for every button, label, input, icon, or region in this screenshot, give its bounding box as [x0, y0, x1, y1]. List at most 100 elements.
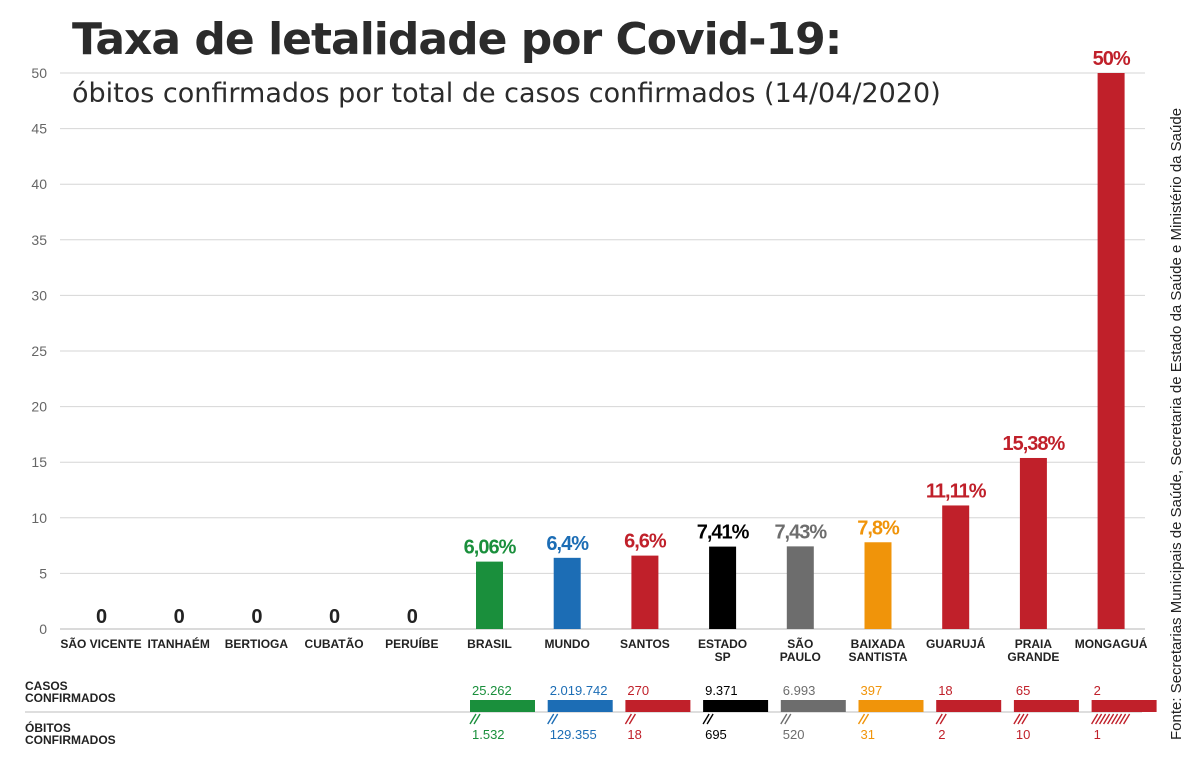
hatch-line: [857, 713, 866, 725]
hatch-line: [1118, 713, 1127, 725]
casos-strip: [625, 700, 691, 712]
hatch-line: [628, 713, 637, 725]
value-label: 15,38%: [1002, 433, 1065, 455]
value-label: 0: [329, 606, 340, 628]
hatch-line: [1094, 713, 1103, 725]
hatch-line: [473, 713, 481, 725]
obitos-value: 1: [1094, 727, 1101, 742]
casos-value: 9.371: [705, 683, 738, 698]
hatch-line: [1098, 713, 1107, 725]
hatch-line: [861, 713, 870, 725]
casos-strip: [547, 700, 613, 712]
category-label: BRASIL: [467, 637, 512, 651]
obitos-value: 18: [627, 727, 641, 742]
bar: [553, 557, 581, 629]
y-tick-label: 35: [31, 232, 47, 248]
category-label: SANTOS: [620, 637, 670, 651]
hatch-line: [1122, 713, 1131, 725]
casos-strip: [470, 700, 535, 712]
value-label: 6,6%: [624, 531, 667, 553]
obitos-row-label: ÓBITOS: [25, 720, 71, 735]
category-label: BERTIOGA: [225, 637, 289, 651]
obitos-value: 1.532: [472, 727, 505, 742]
casos-strip: [1013, 700, 1079, 712]
value-label: 0: [407, 606, 418, 628]
chart-subtitle: óbitos confirmados por total de casos co…: [72, 78, 941, 109]
value-label: 0: [96, 606, 107, 628]
obitos-value: 520: [783, 727, 805, 742]
hatch-line: [706, 713, 714, 725]
y-tick-label: 50: [31, 65, 47, 81]
casos-value: 65: [1016, 683, 1030, 698]
category-label: CUBATÃO: [305, 636, 364, 651]
casos-value: 18: [938, 683, 952, 698]
category-label: SÃO VICENTE: [60, 636, 141, 651]
obitos-hatch: [624, 713, 637, 725]
hatch-line: [1102, 713, 1111, 725]
value-label: 6,06%: [464, 537, 517, 559]
hatch-line: [547, 713, 555, 725]
hatch-line: [1090, 713, 1099, 725]
value-label: 11,11%: [926, 480, 987, 502]
casos-value: 397: [861, 683, 883, 698]
category-label: BAIXADA: [851, 637, 906, 651]
category-label: SÃO: [787, 636, 813, 651]
obitos-value: 31: [861, 727, 875, 742]
obitos-row-label: CONFIRMADOS: [25, 733, 116, 747]
y-tick-label: 15: [31, 454, 47, 470]
casos-value: 25.262: [472, 683, 512, 698]
obitos-hatch: [1013, 713, 1029, 725]
hatch-line: [469, 713, 477, 725]
casos-value: 6.993: [783, 683, 816, 698]
category-label: GRANDE: [1007, 650, 1059, 664]
category-label: GUARUJÁ: [926, 636, 986, 651]
category-label: MUNDO: [545, 637, 590, 651]
bar: [631, 555, 659, 629]
casos-value: 2.019.742: [550, 683, 608, 698]
category-label: PAULO: [780, 650, 821, 664]
hatch-line: [1013, 713, 1021, 725]
bar: [1019, 457, 1047, 629]
casos-value: 2: [1094, 683, 1101, 698]
casos-strip: [858, 700, 924, 712]
value-label: 7,43%: [774, 521, 827, 543]
category-label: SANTISTA: [848, 650, 907, 664]
category-label: SP: [715, 650, 731, 664]
y-tick-label: 0: [39, 621, 47, 637]
hatch-line: [935, 713, 943, 725]
obitos-hatch: [857, 713, 870, 725]
casos-strip: [1091, 700, 1157, 712]
casos-strip: [780, 700, 846, 712]
hatch-line: [1106, 713, 1115, 725]
hatch-line: [1021, 713, 1029, 725]
y-tick-label: 5: [39, 565, 47, 581]
hatch-line: [784, 713, 792, 725]
y-tick-label: 45: [31, 121, 47, 137]
obitos-hatch: [780, 713, 792, 725]
casos-strip: [936, 700, 1002, 712]
value-label: 50%: [1093, 48, 1131, 70]
obitos-hatch: [935, 713, 947, 725]
hatch-line: [1017, 713, 1025, 725]
obitos-hatch: [547, 713, 559, 725]
y-tick-label: 20: [31, 399, 47, 415]
y-tick-label: 10: [31, 510, 47, 526]
chart-title: Taxa de letalidade por Covid-19:: [72, 14, 842, 65]
obitos-value: 2: [938, 727, 945, 742]
obitos-hatch: [469, 713, 481, 725]
bar: [942, 505, 970, 629]
bar: [786, 546, 814, 629]
category-label: ITANHAÉM: [147, 636, 209, 651]
y-tick-label: 25: [31, 343, 47, 359]
hatch-line: [939, 713, 947, 725]
obitos-hatch: [1090, 713, 1131, 725]
obitos-value: 129.355: [550, 727, 597, 742]
bar: [476, 561, 503, 629]
bar: [709, 546, 737, 629]
casos-row-label: CASOS: [25, 679, 68, 693]
casos-strip: [703, 700, 769, 712]
bar: [864, 542, 892, 629]
value-label: 7,41%: [697, 522, 750, 544]
value-label: 7,8%: [857, 517, 900, 539]
